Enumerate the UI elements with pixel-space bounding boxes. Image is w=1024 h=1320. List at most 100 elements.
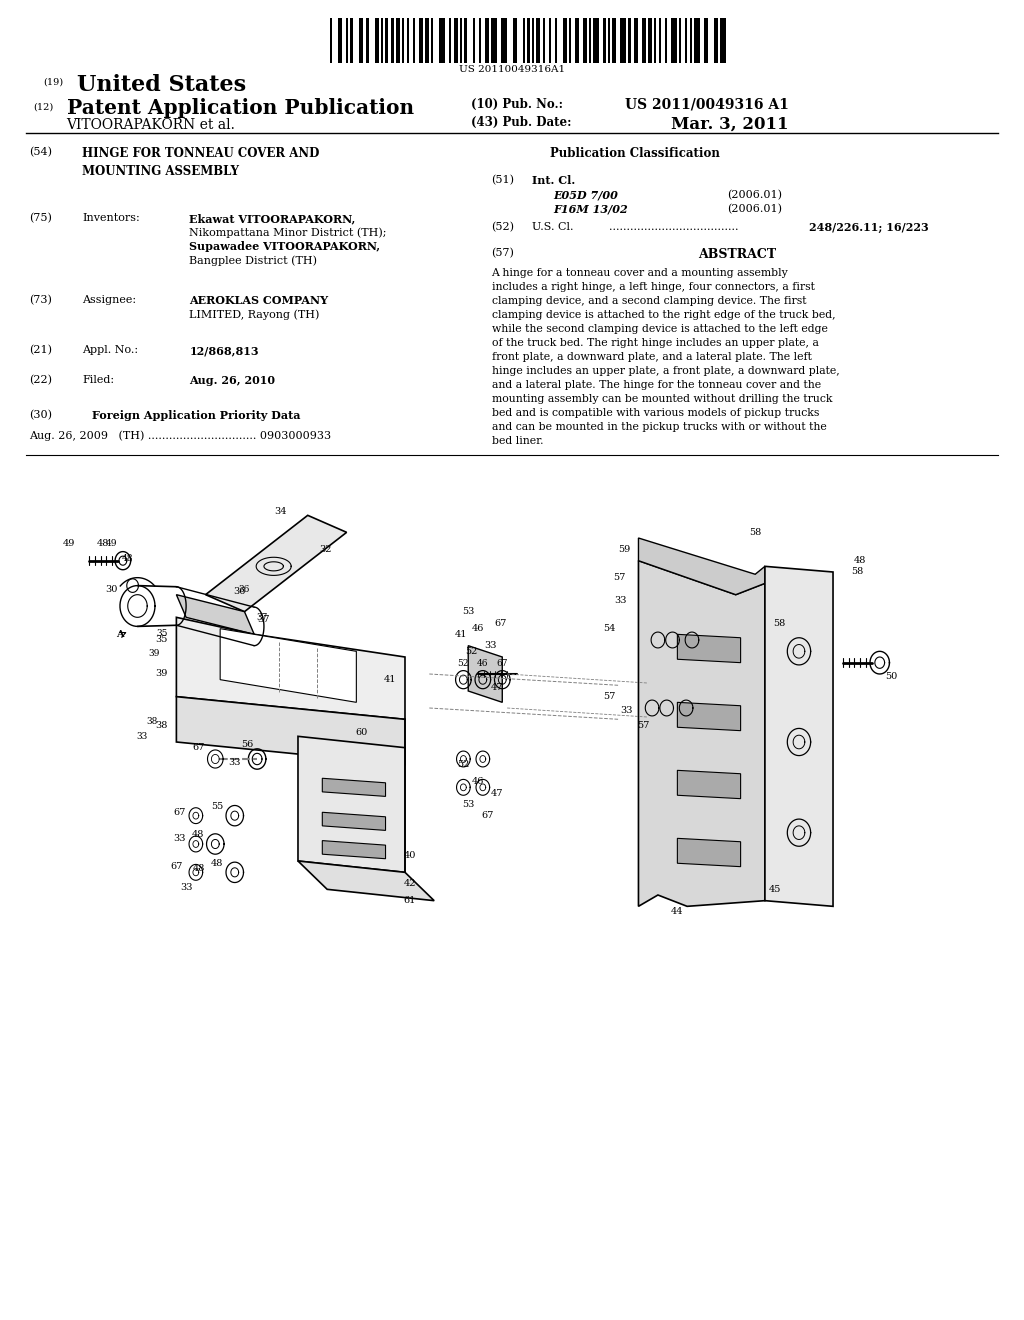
- Text: 33: 33: [621, 706, 633, 714]
- FancyBboxPatch shape: [531, 18, 535, 63]
- Text: 37: 37: [258, 615, 270, 624]
- Polygon shape: [765, 566, 834, 907]
- Polygon shape: [678, 702, 740, 731]
- Text: Aug. 26, 2010: Aug. 26, 2010: [189, 375, 275, 385]
- Polygon shape: [639, 539, 765, 595]
- Text: Appl. No.:: Appl. No.:: [82, 345, 138, 355]
- FancyBboxPatch shape: [612, 18, 616, 63]
- Text: 61: 61: [403, 896, 416, 906]
- Text: 53: 53: [462, 800, 474, 809]
- Text: 36: 36: [239, 585, 250, 594]
- Text: 38: 38: [156, 721, 168, 730]
- FancyBboxPatch shape: [608, 18, 610, 63]
- FancyBboxPatch shape: [654, 18, 656, 63]
- Text: (75): (75): [29, 213, 51, 223]
- FancyBboxPatch shape: [679, 18, 681, 63]
- Text: 48: 48: [193, 865, 205, 874]
- Text: Foreign Application Priority Data: Foreign Application Priority Data: [92, 411, 301, 421]
- Text: 57: 57: [612, 573, 626, 582]
- Text: 39: 39: [148, 649, 160, 659]
- Text: Bangplee District (TH): Bangplee District (TH): [189, 255, 317, 265]
- FancyBboxPatch shape: [346, 18, 348, 63]
- Text: Patent Application Publication: Patent Application Publication: [67, 98, 414, 117]
- Text: 33: 33: [228, 758, 241, 767]
- Text: 58: 58: [851, 568, 863, 577]
- FancyBboxPatch shape: [375, 18, 379, 63]
- Polygon shape: [176, 697, 406, 764]
- Text: U.S. Cl.: U.S. Cl.: [532, 222, 574, 232]
- Text: AEROKLAS COMPANY: AEROKLAS COMPANY: [189, 294, 329, 306]
- Text: Ekawat VITOORAPAKORN,: Ekawat VITOORAPAKORN,: [189, 213, 355, 224]
- FancyBboxPatch shape: [425, 18, 429, 63]
- Text: (2006.01): (2006.01): [727, 190, 782, 201]
- Text: 46: 46: [477, 659, 488, 668]
- Text: Int. Cl.: Int. Cl.: [532, 176, 575, 186]
- Text: Publication Classification: Publication Classification: [550, 147, 720, 160]
- Text: Nikompattana Minor District (TH);: Nikompattana Minor District (TH);: [189, 227, 387, 238]
- Text: Aug. 26, 2009   (TH) ............................... 0903000933: Aug. 26, 2009 (TH) .....................…: [29, 430, 331, 441]
- Text: 48: 48: [211, 859, 223, 867]
- Text: bed liner.: bed liner.: [492, 436, 543, 446]
- FancyBboxPatch shape: [479, 18, 481, 63]
- FancyBboxPatch shape: [720, 18, 726, 63]
- Polygon shape: [323, 841, 385, 859]
- Text: (22): (22): [29, 375, 51, 385]
- Text: 41: 41: [455, 630, 468, 639]
- Text: 54: 54: [603, 624, 615, 634]
- Text: LIMITED, Rayong (TH): LIMITED, Rayong (TH): [189, 309, 319, 319]
- Text: HINGE FOR TONNEAU COVER AND
MOUNTING ASSEMBLY: HINGE FOR TONNEAU COVER AND MOUNTING ASS…: [82, 147, 319, 178]
- Text: 41: 41: [384, 675, 396, 684]
- FancyBboxPatch shape: [634, 18, 638, 63]
- Text: (57): (57): [492, 248, 514, 259]
- Text: 50: 50: [886, 672, 897, 681]
- Text: 55: 55: [211, 803, 223, 810]
- Text: (12): (12): [33, 103, 53, 112]
- Text: 12/868,813: 12/868,813: [189, 345, 259, 356]
- FancyBboxPatch shape: [575, 18, 579, 63]
- Text: (2006.01): (2006.01): [727, 205, 782, 214]
- FancyBboxPatch shape: [358, 18, 362, 63]
- Text: (43) Pub. Date:: (43) Pub. Date:: [471, 116, 571, 129]
- FancyBboxPatch shape: [642, 18, 646, 63]
- FancyBboxPatch shape: [523, 18, 525, 63]
- FancyBboxPatch shape: [583, 18, 587, 63]
- Text: Filed:: Filed:: [82, 375, 114, 385]
- FancyBboxPatch shape: [460, 18, 462, 63]
- FancyBboxPatch shape: [330, 18, 332, 63]
- Text: hinge includes an upper plate, a front plate, a downward plate,: hinge includes an upper plate, a front p…: [492, 366, 840, 376]
- Text: E05D 7/00: E05D 7/00: [553, 190, 617, 201]
- FancyBboxPatch shape: [338, 18, 342, 63]
- Text: 35: 35: [156, 635, 168, 644]
- Text: clamping device is attached to the right edge of the truck bed,: clamping device is attached to the right…: [492, 310, 836, 319]
- Polygon shape: [298, 861, 434, 900]
- Polygon shape: [468, 645, 503, 702]
- Text: 33: 33: [484, 642, 497, 651]
- Text: (52): (52): [492, 222, 514, 232]
- Text: A: A: [116, 630, 124, 639]
- Text: 58: 58: [773, 619, 785, 627]
- Text: Assignee:: Assignee:: [82, 294, 136, 305]
- Text: 37: 37: [256, 612, 267, 622]
- Text: 44: 44: [671, 908, 684, 916]
- Text: 46: 46: [472, 624, 484, 634]
- Text: 47: 47: [492, 788, 504, 797]
- FancyBboxPatch shape: [685, 18, 687, 63]
- Text: 45: 45: [768, 884, 781, 894]
- FancyBboxPatch shape: [501, 18, 507, 63]
- Text: 48: 48: [122, 554, 133, 562]
- Text: 40: 40: [403, 851, 416, 859]
- Polygon shape: [176, 595, 254, 635]
- Text: US 20110049316A1: US 20110049316A1: [459, 65, 565, 74]
- Text: 42: 42: [403, 879, 416, 888]
- Text: 33: 33: [180, 883, 193, 891]
- FancyBboxPatch shape: [367, 18, 369, 63]
- Polygon shape: [678, 838, 740, 867]
- Text: F16M 13/02: F16M 13/02: [553, 205, 628, 215]
- FancyBboxPatch shape: [648, 18, 652, 63]
- FancyBboxPatch shape: [402, 18, 404, 63]
- FancyBboxPatch shape: [407, 18, 409, 63]
- Text: 30: 30: [105, 585, 118, 594]
- Text: 48: 48: [97, 539, 110, 548]
- FancyBboxPatch shape: [490, 18, 497, 63]
- FancyBboxPatch shape: [473, 18, 475, 63]
